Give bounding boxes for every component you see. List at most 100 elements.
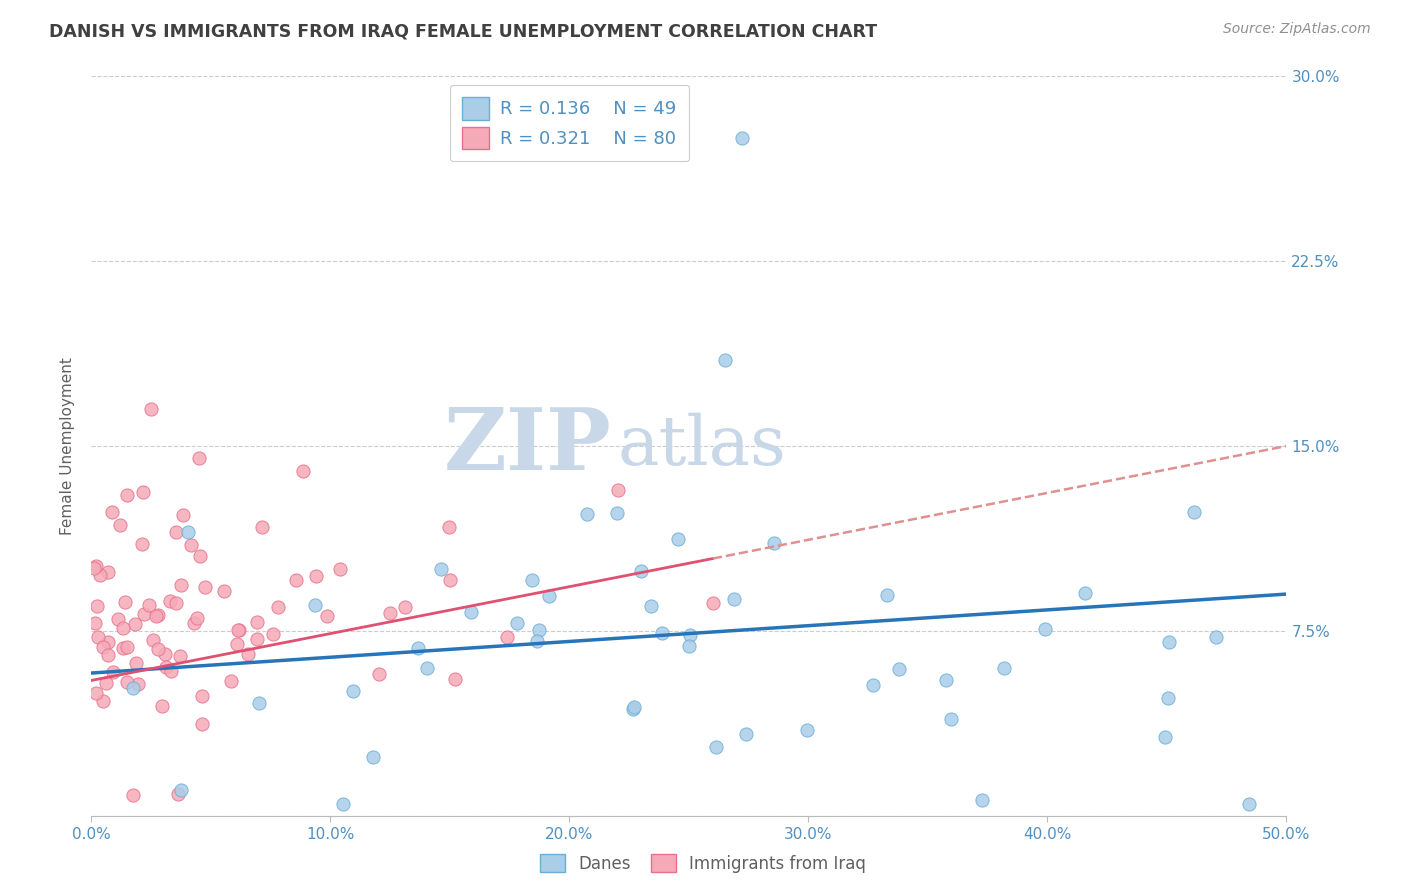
Point (529, 623, 551, 637)
Point (238, 647, 260, 661)
Point (127, 676, 149, 690)
Point (702, 596, 724, 610)
Point (148, 608, 170, 623)
Point (1073, 586, 1095, 600)
Point (155, 648, 177, 662)
Point (183, 616, 205, 631)
Point (368, 667, 391, 681)
Point (430, 562, 453, 576)
Point (651, 626, 673, 640)
Point (177, 525, 200, 540)
Point (935, 673, 957, 687)
Text: ZIP: ZIP (443, 404, 612, 488)
Point (91, 694, 114, 708)
Point (187, 451, 211, 466)
Point (460, 605, 482, 619)
Point (97, 635, 120, 649)
Point (159, 594, 181, 608)
Point (125, 657, 148, 671)
Point (89, 568, 111, 582)
Point (316, 608, 339, 623)
Point (1033, 622, 1056, 636)
Point (714, 352, 737, 367)
Point (887, 662, 910, 676)
Point (706, 739, 728, 754)
Point (526, 634, 548, 648)
Point (159, 664, 181, 678)
Point (112, 621, 135, 635)
Point (762, 536, 785, 550)
Point (796, 723, 818, 737)
Point (250, 520, 273, 534)
Point (228, 623, 250, 637)
Point (141, 401, 162, 416)
Point (121, 788, 143, 802)
Point (730, 130, 752, 145)
Point (267, 600, 290, 615)
Point (194, 581, 217, 595)
Point (83, 616, 105, 631)
Point (1182, 504, 1205, 518)
Point (103, 665, 125, 680)
Point (226, 623, 249, 637)
Point (131, 537, 153, 551)
Point (165, 596, 187, 610)
Point (84, 686, 107, 700)
Point (342, 684, 364, 698)
Legend: R = 0.136    N = 49, R = 0.321    N = 80: R = 0.136 N = 49, R = 0.321 N = 80 (450, 85, 689, 161)
Point (246, 615, 269, 630)
Text: DANISH VS IMMIGRANTS FROM IRAQ FEMALE UNEMPLOYMENT CORRELATION CHART: DANISH VS IMMIGRANTS FROM IRAQ FEMALE UN… (49, 22, 877, 40)
Point (186, 611, 208, 625)
Point (111, 641, 134, 656)
Point (115, 640, 138, 655)
Point (640, 599, 662, 614)
Point (439, 520, 461, 534)
Point (180, 538, 202, 552)
Point (394, 599, 416, 614)
Point (506, 616, 529, 631)
Text: atlas: atlas (617, 413, 786, 479)
Point (723, 592, 745, 607)
Point (166, 787, 188, 801)
Point (145, 608, 167, 623)
Point (124, 617, 146, 632)
Point (439, 573, 461, 587)
Point (170, 578, 193, 592)
Point (939, 712, 962, 726)
Point (225, 637, 247, 651)
Text: Source: ZipAtlas.com: Source: ZipAtlas.com (1223, 22, 1371, 37)
Legend: Danes, Immigrants from Iraq: Danes, Immigrants from Iraq (533, 847, 873, 880)
Point (188, 549, 211, 563)
Point (678, 639, 700, 653)
Point (86, 599, 108, 614)
Point (83, 561, 105, 575)
Point (666, 532, 689, 546)
Point (107, 612, 129, 626)
Point (221, 674, 243, 689)
Point (606, 507, 628, 521)
Point (142, 633, 165, 648)
Point (621, 702, 644, 716)
Point (862, 678, 884, 692)
Point (84, 559, 107, 574)
Point (304, 598, 326, 612)
Point (734, 727, 756, 741)
Point (415, 661, 437, 675)
Point (97, 648, 120, 663)
Point (538, 590, 561, 604)
Point (132, 607, 155, 621)
Point (121, 681, 143, 695)
Y-axis label: Female Unemployment: Female Unemployment (60, 357, 76, 535)
Point (329, 561, 352, 575)
Point (101, 505, 124, 519)
Point (246, 632, 269, 646)
Point (679, 628, 702, 642)
Point (285, 573, 308, 587)
Point (191, 689, 214, 703)
Point (630, 564, 652, 578)
Point (138, 599, 160, 613)
Point (380, 606, 402, 620)
Point (91, 640, 114, 655)
Point (332, 797, 354, 811)
Point (1157, 635, 1180, 649)
